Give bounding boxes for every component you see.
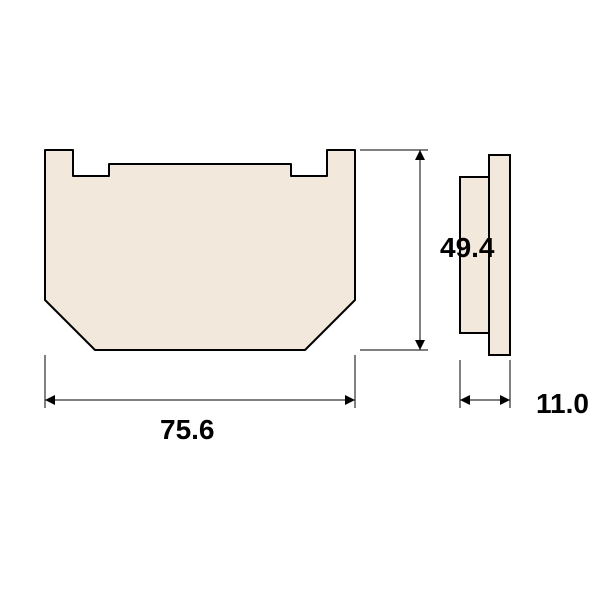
arrowhead [345,395,355,405]
arrowhead [45,395,55,405]
arrowhead [415,150,425,160]
arrowhead [500,395,510,405]
technical-drawing: 75.6 49.4 11.0 [0,0,600,600]
thickness-dimension-label: 11.0 [536,388,589,420]
drawing-svg [0,0,600,600]
arrowhead [415,340,425,350]
arrowhead [460,395,470,405]
front-view-shape [45,150,355,350]
height-dimension-label: 49.4 [440,232,495,264]
width-dimension-label: 75.6 [160,414,215,446]
